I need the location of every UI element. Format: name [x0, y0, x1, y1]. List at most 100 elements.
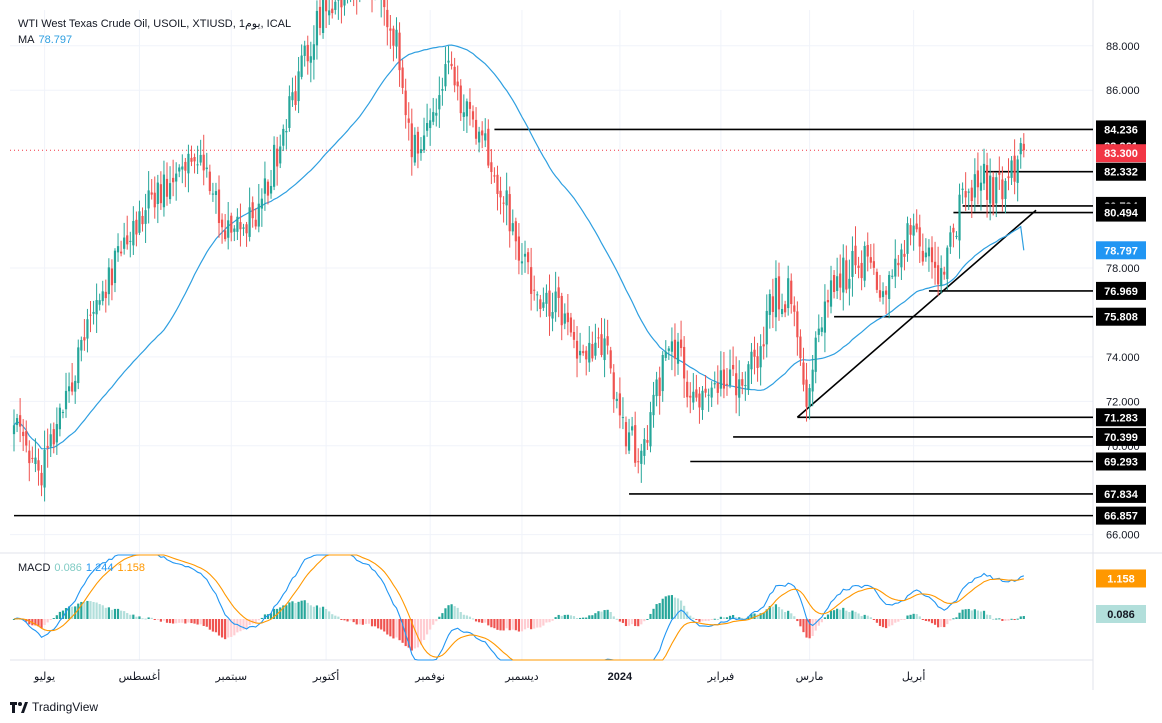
macd-histogram-bar [493, 619, 496, 629]
candle-body [474, 119, 478, 139]
candle [875, 268, 879, 294]
candle-body [753, 349, 756, 357]
candle [520, 243, 524, 275]
candle-body [245, 224, 248, 234]
macd-histogram-bar [386, 619, 389, 635]
candle [1022, 133, 1025, 158]
candle-body [741, 379, 744, 386]
candle [89, 301, 92, 333]
candle [900, 243, 903, 281]
macd-histogram-bar [817, 619, 820, 626]
tradingview-logo[interactable]: TradingView [10, 700, 98, 714]
candle-body [930, 247, 934, 263]
candle [612, 364, 615, 413]
candle [631, 416, 634, 436]
macd-histogram-bar [943, 619, 946, 628]
candle [300, 44, 303, 80]
candle [621, 397, 625, 430]
candle-body [19, 415, 22, 427]
macd-signal-badge: 1.158 [1096, 569, 1146, 588]
candle [695, 374, 698, 402]
candle-body [826, 300, 830, 303]
candle [771, 278, 774, 329]
level-badge-bg [1096, 307, 1146, 326]
macd-histogram-bar [863, 614, 866, 619]
candle-body [771, 296, 774, 312]
candle [187, 144, 190, 193]
macd-histogram-bar [453, 606, 456, 619]
signal-line [13, 554, 1024, 661]
time-axis-label: يوليو [33, 671, 55, 683]
macd-histogram-bar [162, 619, 166, 621]
macd-histogram-bar [750, 614, 753, 619]
candle-body [970, 187, 973, 202]
candle-body [676, 341, 680, 364]
candle [279, 134, 282, 169]
macd-histogram-bar [572, 616, 576, 619]
macd-histogram-bar [113, 608, 117, 619]
candle [484, 118, 487, 148]
macd-histogram-bar [178, 619, 181, 623]
macd-histogram-bar [447, 605, 450, 619]
macd-histogram-bar [205, 619, 208, 627]
candle [676, 332, 680, 375]
candle [196, 145, 199, 175]
candle-body [92, 311, 95, 314]
macd-histogram-bar [1010, 618, 1013, 620]
macd-histogram-bar [967, 608, 970, 619]
candle [126, 215, 129, 250]
candle-body [955, 235, 958, 237]
macd-histogram-bar [909, 614, 912, 619]
macd-histogram-bar [554, 617, 557, 619]
candle-body [432, 112, 435, 122]
candle-body [386, 9, 389, 28]
candle-body [181, 166, 184, 170]
candle-body [312, 44, 315, 60]
candle-body [704, 388, 707, 393]
macd-histogram-bar [49, 619, 52, 620]
macd-histogram-bar [101, 605, 104, 619]
macd-histogram-bar [805, 619, 808, 638]
candle [453, 57, 456, 93]
level-badge: 69.293 [1096, 452, 1146, 471]
last-price-badge: 83.300 [1096, 144, 1146, 163]
macd-histogram-bar [80, 601, 83, 619]
macd-histogram-bar [869, 617, 872, 619]
candle [710, 381, 713, 407]
candle [315, 0, 319, 60]
candle [251, 196, 254, 228]
macd-histogram-bar [878, 619, 882, 626]
candle [328, 0, 331, 25]
macd-histogram-bar [609, 611, 612, 619]
candle [110, 259, 114, 301]
candle [741, 372, 744, 395]
candle-body [967, 191, 970, 193]
candle [245, 221, 248, 247]
macd-histogram-bar [383, 619, 386, 632]
macd-histogram-bar [416, 619, 420, 648]
candle-body [321, 0, 325, 33]
candle [25, 420, 28, 453]
candle [64, 372, 68, 418]
candle-body [12, 425, 16, 435]
level-badge-text: 69.293 [1104, 456, 1138, 468]
candle [897, 254, 900, 277]
candle-body [738, 379, 741, 398]
candle [839, 254, 842, 301]
macd-histogram-bar [251, 619, 254, 624]
candle-body [539, 299, 542, 309]
macd-histogram-bar [478, 619, 481, 623]
candle-body [224, 230, 227, 240]
macd-histogram-bar [854, 611, 857, 619]
candle [312, 25, 315, 80]
macd-histogram-bar [973, 609, 976, 619]
candle [395, 17, 398, 59]
macd-histogram-bar [328, 611, 331, 619]
candle-body [150, 192, 153, 195]
candle [967, 188, 970, 211]
candle [820, 316, 823, 337]
macd-histogram-bar [28, 619, 31, 625]
macd-histogram-bar [924, 619, 927, 621]
candle [49, 423, 52, 457]
